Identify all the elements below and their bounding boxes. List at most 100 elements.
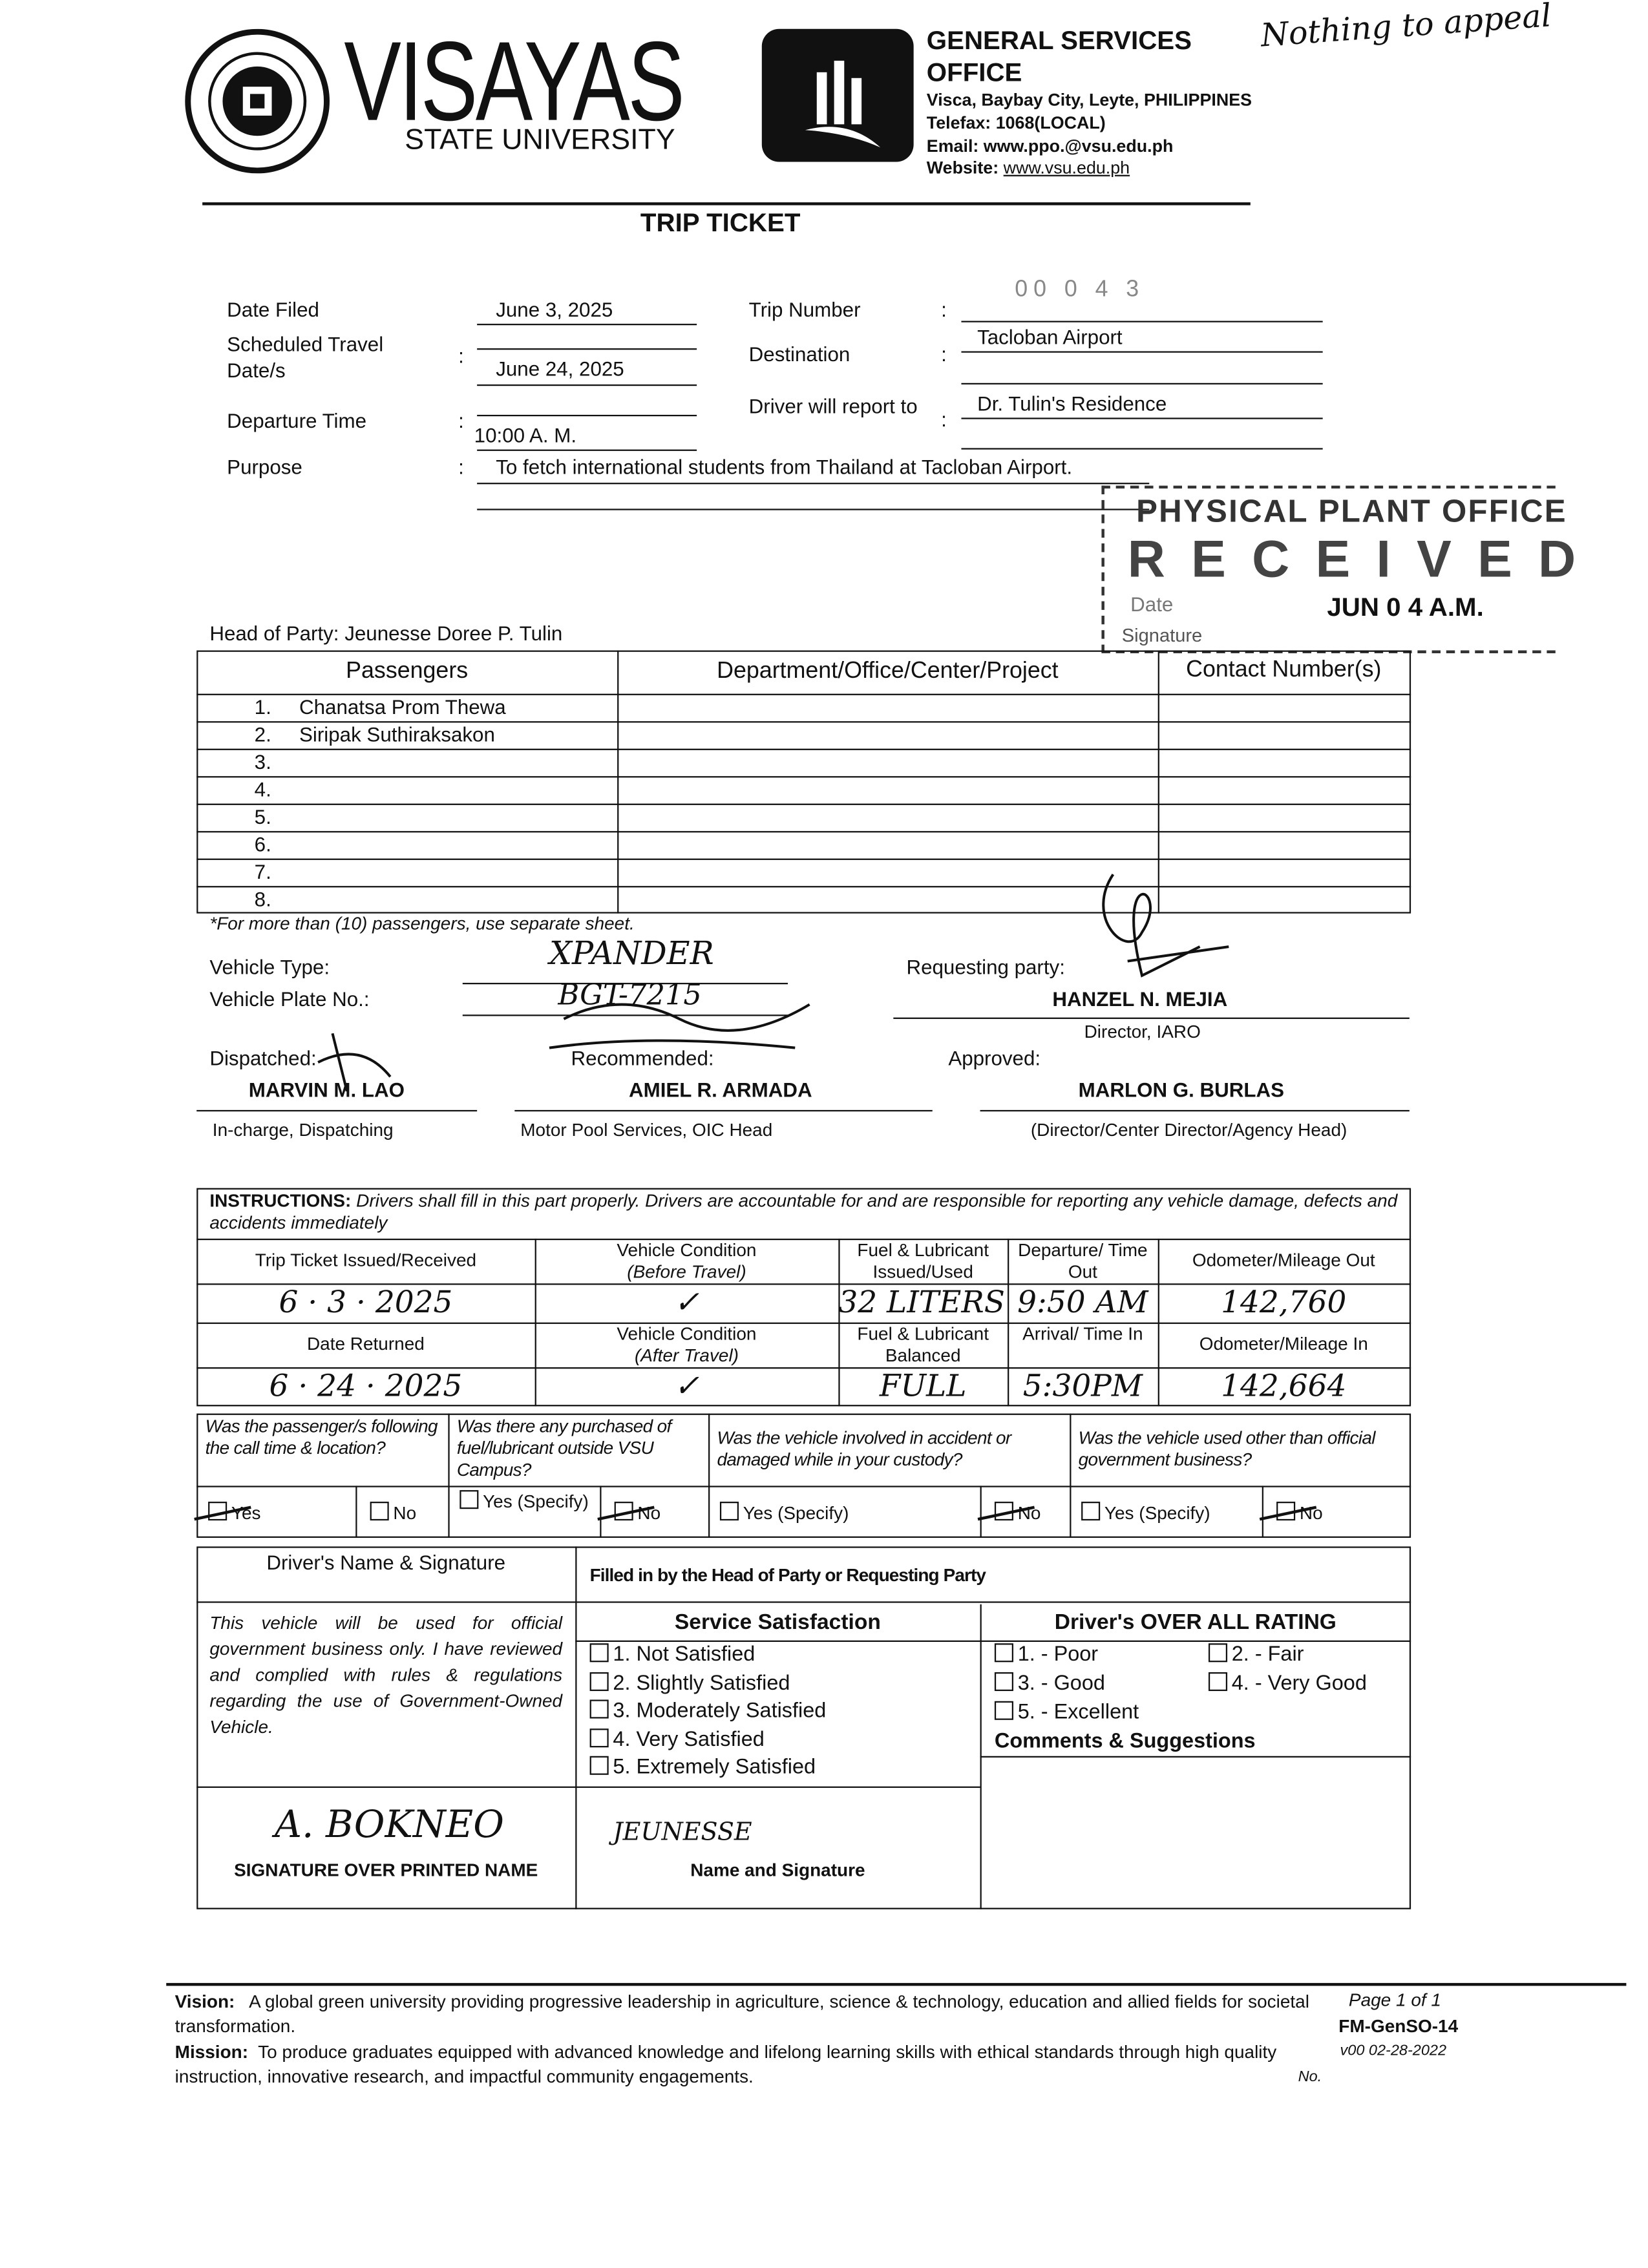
checkbox-icon — [208, 1502, 227, 1521]
checkbox-icon — [589, 1756, 609, 1775]
date-filed-line — [477, 324, 697, 326]
mission-body: To produce graduates equipped with advan… — [174, 2042, 1277, 2087]
checkbox-icon — [589, 1728, 609, 1747]
log-value[interactable]: 5:30PM — [1022, 1369, 1143, 1403]
log-value[interactable]: 142,760 — [1221, 1285, 1347, 1320]
no-checkbox[interactable]: No — [614, 1502, 660, 1524]
rating-option-label: 1. - Poor — [1017, 1643, 1099, 1667]
no-checkbox[interactable]: No — [994, 1502, 1041, 1524]
log-header: Odometer/Mileage Out — [1192, 1250, 1375, 1271]
passengers-table — [196, 650, 1411, 914]
stamp-signature-label: Signature — [1121, 624, 1203, 646]
passengers-header: Passengers — [346, 658, 469, 684]
university-subtitle: STATE UNIVERSITY — [405, 124, 675, 156]
divider — [708, 1413, 710, 1538]
header-divider — [202, 202, 1251, 205]
purpose-line — [477, 483, 1150, 485]
passengers-note: *For more than (10) passengers, use sepa… — [209, 913, 635, 934]
stamp-date: JUN 0 4 A.M. — [1327, 593, 1484, 622]
contact-header: Contact Number(s) — [1186, 657, 1382, 682]
log-header-cell: Vehicle Condition (Before Travel) — [535, 1240, 839, 1283]
log-value[interactable]: 6 · 24 · 2025 — [269, 1369, 463, 1403]
form-version: v00 02-28-2022 — [1340, 2042, 1447, 2060]
log-header-sub: (Before Travel) — [627, 1261, 746, 1283]
purpose-value: To fetch international students from Tha… — [496, 455, 1073, 479]
divider — [838, 1238, 840, 1407]
log-header: Odometer/Mileage In — [1199, 1334, 1368, 1354]
row-divider — [196, 803, 1411, 805]
no-checkbox[interactable]: No — [1276, 1502, 1323, 1524]
purpose-label: Purpose — [227, 455, 302, 479]
no-checkbox[interactable]: No — [370, 1502, 417, 1524]
log-value[interactable]: ✓ — [673, 1369, 700, 1403]
checkbox-icon — [589, 1671, 609, 1690]
requester-signature: JEUNESSE — [613, 1818, 752, 1847]
name-and-signature-label: Name and Signature — [690, 1860, 865, 1881]
log-value[interactable]: 9:50 AM — [1017, 1285, 1148, 1320]
yes-checkbox[interactable]: Yes (Specify) — [719, 1502, 977, 1525]
log-value[interactable]: 6 · 3 · 2025 — [279, 1285, 453, 1320]
yes-checkbox[interactable]: Yes — [208, 1502, 353, 1525]
instructions-label: INSTRUCTIONS: — [209, 1191, 352, 1212]
row-divider — [196, 776, 1411, 778]
divider — [575, 1546, 577, 1909]
yes-checkbox[interactable]: Yes (Specify) — [1081, 1502, 1259, 1525]
service-option[interactable]: 4. Very Satisfied — [589, 1728, 765, 1752]
passenger-number: 7. — [254, 859, 271, 883]
rating-option[interactable]: 5. - Excellent — [994, 1701, 1139, 1726]
divider — [196, 1367, 1411, 1369]
handwritten-note: Nothing to appeal — [1260, 0, 1553, 55]
requesting-line — [893, 1017, 1410, 1019]
dispatched-name: MARVIN M. LAO — [248, 1078, 405, 1102]
filled-by-note: Filled in by the Head of Party or Reques… — [589, 1565, 986, 1586]
vision-label: Vision: — [174, 1991, 235, 2012]
log-value[interactable]: 142,664 — [1221, 1369, 1347, 1403]
website-link[interactable]: www.vsu.edu.ph — [1003, 157, 1130, 178]
office-name-line2: OFFICE — [926, 58, 1022, 87]
report-to-line-2 — [961, 448, 1323, 450]
service-option-label: 2. Slightly Satisfied — [613, 1671, 790, 1695]
no-label: No — [393, 1503, 417, 1524]
travel-date-line — [477, 384, 697, 386]
rating-option[interactable]: 3. - Good — [994, 1672, 1105, 1697]
service-option[interactable]: 5. Extremely Satisfied — [589, 1756, 816, 1781]
report-to-value: Dr. Tulin's Residence — [977, 392, 1167, 415]
gso-logo — [761, 28, 914, 162]
colon: : — [941, 342, 947, 366]
comments-header: Comments & Suggestions — [994, 1730, 1256, 1754]
checkbox-icon — [1208, 1672, 1228, 1692]
log-value[interactable]: FULL — [879, 1369, 967, 1403]
destination-value: Tacloban Airport — [977, 325, 1123, 349]
service-option[interactable]: 1. Not Satisfied — [589, 1643, 755, 1668]
colon: : — [458, 455, 464, 479]
divider — [980, 1756, 1411, 1758]
row-divider — [196, 721, 1411, 723]
log-value[interactable]: ✓ — [673, 1285, 700, 1320]
service-option[interactable]: 2. Slightly Satisfied — [589, 1671, 790, 1696]
vision-body: A global green university providing prog… — [174, 1991, 1309, 2037]
date-filed-value: June 3, 2025 — [496, 297, 613, 321]
service-option-label: 5. Extremely Satisfied — [613, 1756, 816, 1780]
question-text: Was the vehicle used other than official… — [1078, 1427, 1376, 1470]
log-value[interactable]: 32 LITERS 6. — [838, 1285, 1008, 1320]
passenger-name: Chanatsa Prom Thewa — [299, 695, 506, 719]
form-no-label: No. — [1298, 2068, 1322, 2086]
divider — [1157, 1238, 1159, 1407]
colon: : — [941, 407, 947, 431]
checkbox-icon — [589, 1643, 609, 1663]
yes-checkbox[interactable]: Yes (Specify) — [460, 1490, 597, 1513]
office-telefax: Telefax: 1068(LOCAL) — [926, 112, 1106, 133]
service-option[interactable]: 3. Moderately Satisfied — [589, 1699, 826, 1724]
travel-date-value: June 24, 2025 — [496, 357, 624, 381]
service-option-label: 4. Very Satisfied — [613, 1728, 765, 1751]
divider — [196, 1322, 1411, 1324]
log-header: Fuel & Lubricant Balanced — [857, 1323, 989, 1366]
no-label: No — [1017, 1503, 1041, 1524]
rating-option[interactable]: 4. - Very Good — [1208, 1672, 1367, 1697]
instructions-text: INSTRUCTIONS: Drivers shall fill in this… — [209, 1191, 1402, 1234]
rating-option-label: 5. - Excellent — [1017, 1701, 1139, 1725]
rating-option[interactable]: 1. - Poor — [994, 1643, 1099, 1668]
rating-option[interactable]: 2. - Fair — [1208, 1643, 1304, 1668]
trip-number-label: Trip Number — [748, 297, 861, 321]
divider — [534, 1238, 536, 1407]
